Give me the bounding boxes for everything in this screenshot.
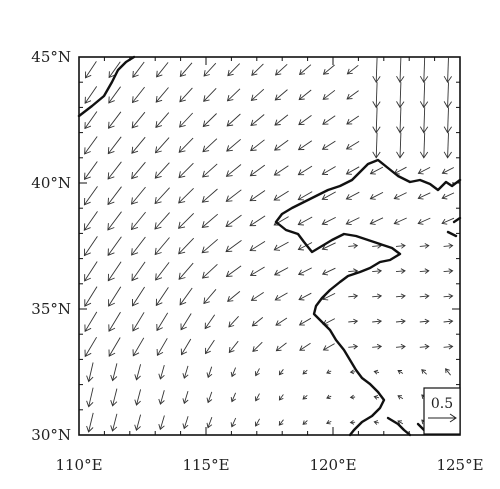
wind-vector bbox=[156, 138, 170, 153]
x-tick-label-110: 110°E bbox=[55, 456, 102, 474]
wind-vector bbox=[179, 238, 194, 254]
wind-vector bbox=[448, 107, 449, 132]
wind-vector bbox=[109, 112, 121, 128]
y-tick-label-35: 35°N bbox=[31, 300, 71, 318]
wind-vector bbox=[132, 162, 146, 178]
wind-vector bbox=[376, 57, 377, 82]
wind-vector bbox=[400, 57, 401, 82]
wind-vector bbox=[132, 112, 145, 128]
wind-vector bbox=[202, 239, 218, 252]
wind-vector bbox=[132, 237, 146, 255]
wind-vector bbox=[376, 133, 377, 158]
wind-vector bbox=[180, 63, 192, 77]
wind-vector bbox=[424, 107, 425, 132]
wind-vector bbox=[156, 262, 170, 280]
y-tick-label-40: 40°N bbox=[31, 174, 71, 192]
wind-vector bbox=[203, 164, 218, 177]
wind-vector bbox=[85, 112, 97, 129]
x-tick-label-115: 115°E bbox=[182, 456, 229, 474]
wind-vector bbox=[228, 64, 240, 76]
wind-vector bbox=[84, 186, 97, 204]
wind-vector bbox=[424, 57, 425, 82]
wind-vector bbox=[179, 138, 193, 152]
wind-vector bbox=[203, 264, 218, 278]
wind-vector bbox=[108, 212, 122, 230]
wind-vector bbox=[108, 187, 122, 205]
reference-vector-legend: 0.5 bbox=[424, 388, 460, 434]
wind-vector bbox=[132, 137, 145, 153]
wind-vector bbox=[448, 57, 449, 82]
wind-vector bbox=[155, 163, 169, 178]
y-tick-label-45: 45°N bbox=[31, 48, 71, 66]
wind-vector bbox=[108, 137, 121, 154]
wind-vector bbox=[179, 213, 194, 228]
wind-vector bbox=[157, 62, 169, 76]
wind-vector bbox=[252, 64, 264, 75]
wind-vector bbox=[203, 114, 216, 127]
wind-vector bbox=[156, 88, 168, 103]
wind-vector bbox=[204, 63, 216, 76]
legend-magnitude-label: 0.5 bbox=[431, 396, 453, 412]
wind-vector bbox=[155, 238, 169, 255]
wind-vector bbox=[227, 165, 242, 177]
x-tick-label-125: 125°E bbox=[436, 456, 483, 474]
wind-vector bbox=[226, 190, 241, 202]
wind-vector bbox=[204, 88, 217, 101]
wind-vector bbox=[132, 212, 146, 229]
wind-vector bbox=[155, 188, 170, 204]
wind-vector bbox=[400, 82, 401, 107]
wind-vector bbox=[108, 262, 121, 281]
wind-vector bbox=[84, 236, 97, 255]
wind-vector bbox=[132, 262, 145, 281]
wind-vector bbox=[400, 107, 401, 132]
wind-vector bbox=[228, 89, 241, 101]
wind-vector bbox=[85, 137, 98, 154]
wind-vector bbox=[376, 107, 377, 132]
wind-vector bbox=[180, 88, 193, 102]
wind-vector bbox=[156, 287, 168, 305]
wind-vector-head bbox=[323, 144, 329, 149]
wind-vector bbox=[179, 163, 193, 177]
wind-vector bbox=[227, 114, 240, 126]
wind-vector bbox=[202, 189, 217, 202]
wind-vector bbox=[179, 188, 194, 203]
wind-vector bbox=[89, 363, 93, 382]
wind-vector bbox=[202, 214, 217, 227]
wind-vector-head bbox=[252, 296, 257, 301]
wind-vectors bbox=[84, 57, 454, 432]
wind-vector bbox=[89, 388, 93, 407]
wind-vector bbox=[85, 262, 98, 281]
wind-vector bbox=[227, 139, 241, 151]
x-tick-label-120: 120°E bbox=[309, 456, 356, 474]
wind-vector bbox=[179, 263, 193, 279]
wind-vector bbox=[133, 87, 145, 102]
wind-vector bbox=[424, 82, 425, 107]
wind-vector bbox=[203, 139, 217, 152]
wind-vector bbox=[108, 162, 121, 179]
wind-vector bbox=[156, 113, 169, 128]
wind-vector bbox=[424, 133, 425, 158]
wind-vector bbox=[400, 133, 401, 158]
wind-vector bbox=[108, 237, 121, 256]
y-tick-label-30: 30°N bbox=[31, 426, 71, 444]
wind-vector bbox=[85, 162, 98, 180]
wind-vector bbox=[180, 113, 193, 127]
wind-vector bbox=[448, 82, 449, 107]
wind-vector bbox=[180, 288, 192, 305]
wind-vector bbox=[376, 82, 377, 107]
wind-vector bbox=[204, 289, 216, 303]
wind-vector bbox=[84, 211, 97, 230]
wind-vector-head bbox=[347, 119, 352, 124]
wind-vector bbox=[155, 213, 170, 229]
wind-vector bbox=[109, 87, 121, 103]
wind-vector bbox=[251, 89, 263, 100]
wind-vector bbox=[132, 187, 146, 204]
wind-vector bbox=[448, 133, 449, 158]
